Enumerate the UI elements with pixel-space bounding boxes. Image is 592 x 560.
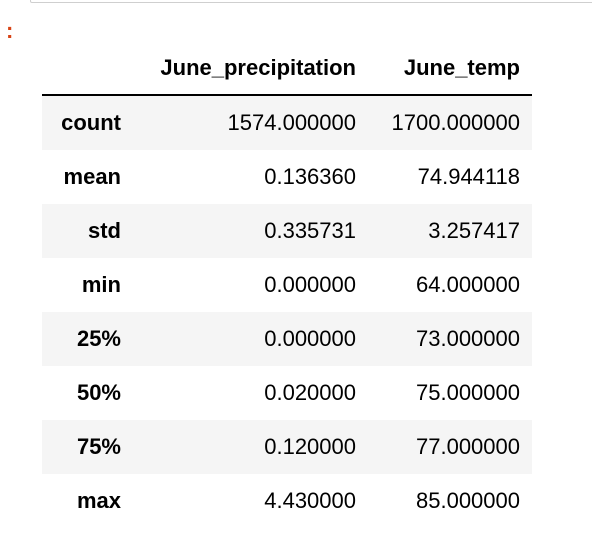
cell-june-temp: 1700.000000 (391, 110, 520, 135)
cell-june-precipitation: 0.020000 (264, 380, 356, 405)
cell-june-temp: 64.000000 (416, 272, 520, 297)
cell-june-temp: 73.000000 (416, 326, 520, 351)
cell-june-precipitation: 0.335731 (264, 218, 356, 243)
header-june-temp: June_temp (368, 42, 532, 96)
header-june-precipitation: June_precipitation (144, 42, 368, 96)
cell-june-temp: 85.000000 (416, 488, 520, 513)
row-index: 75% (76, 434, 121, 459)
table-row: count 1574.000000 1700.000000 (42, 95, 532, 150)
table-row: std 0.335731 3.257417 (42, 204, 532, 258)
table-row: max 4.430000 85.000000 (42, 474, 532, 528)
table-row: min 0.000000 64.000000 (42, 258, 532, 312)
row-index: 50% (76, 380, 121, 405)
row-index: 25% (76, 326, 121, 351)
row-index: std (88, 218, 121, 243)
header-index-cell (42, 42, 144, 96)
cell-june-temp: 3.257417 (428, 218, 520, 243)
cell-june-temp: 77.000000 (416, 434, 520, 459)
table-row: 75% 0.120000 77.000000 (42, 420, 532, 474)
cell-june-precipitation: 1574.000000 (227, 110, 356, 135)
cell-june-precipitation: 4.430000 (264, 488, 356, 513)
table-row: mean 0.136360 74.944118 (42, 150, 532, 204)
code-cell-bottom-edge[interactable] (30, 0, 592, 3)
output-prompt-marker: : (6, 18, 14, 43)
row-index: max (76, 488, 121, 513)
row-index: min (81, 272, 121, 297)
table-row: 25% 0.000000 73.000000 (42, 312, 532, 366)
cell-june-temp: 74.944118 (417, 164, 520, 189)
table-row: 50% 0.020000 75.000000 (42, 366, 532, 420)
dataframe-describe-table: June_precipitation June_temp count 1574.… (42, 42, 532, 528)
cell-june-precipitation: 0.000000 (264, 272, 356, 297)
row-index: mean (63, 164, 121, 189)
header-row: June_precipitation June_temp (42, 42, 532, 96)
row-index: count (61, 110, 121, 135)
cell-june-precipitation: 0.000000 (264, 326, 356, 351)
cell-june-precipitation: 0.120000 (264, 434, 356, 459)
cell-june-precipitation: 0.136360 (264, 164, 356, 189)
cell-june-temp: 75.000000 (416, 380, 520, 405)
